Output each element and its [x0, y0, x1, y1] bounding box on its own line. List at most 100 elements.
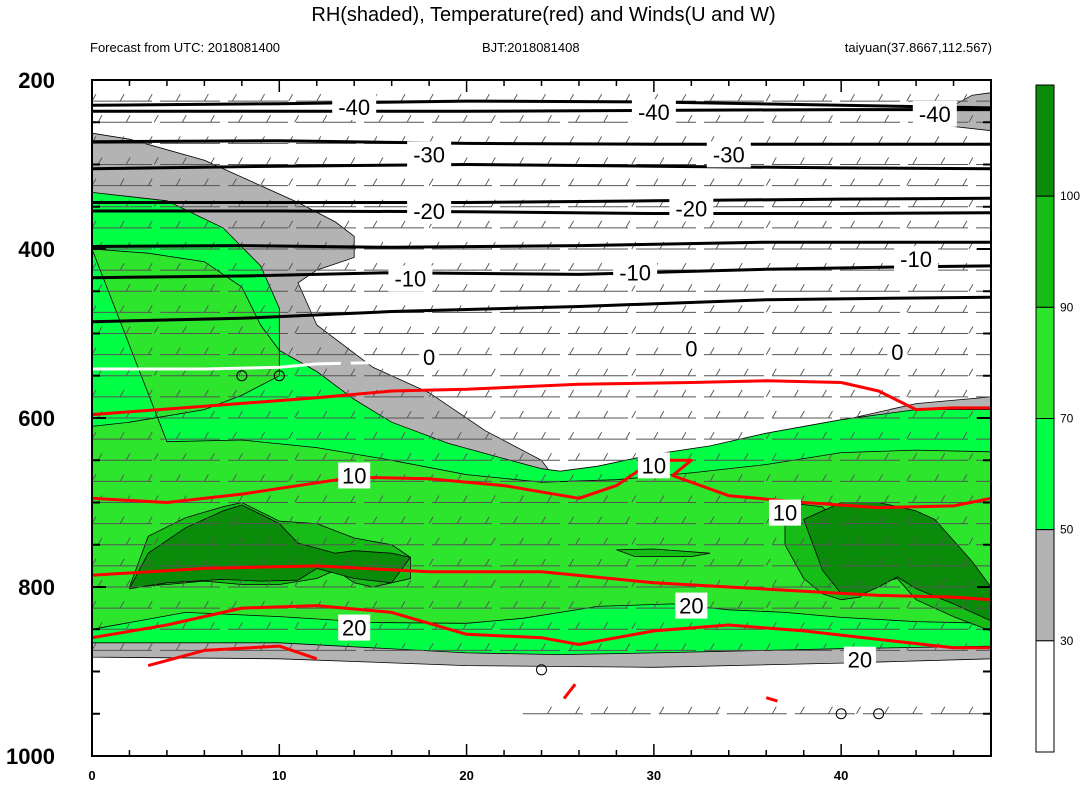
wind-barb [119, 558, 125, 567]
wind-barb [856, 410, 861, 419]
wind-barb [260, 220, 265, 229]
wind-barb [575, 368, 580, 376]
wind-barb [828, 706, 833, 714]
contour-label-14: 10 [642, 453, 666, 478]
wind-barb [850, 558, 855, 567]
wind-barb [484, 600, 490, 609]
wind-barb [822, 516, 827, 524]
wind-barb [765, 347, 771, 355]
colorbar-label-100: 100 [1060, 189, 1080, 203]
wind-barb [181, 622, 187, 630]
x-tick-label-10: 10 [272, 768, 286, 783]
contour-label-bg-8 [613, 259, 658, 286]
wind-barb [316, 389, 322, 398]
wind-barb [653, 220, 659, 229]
temperature-contour-12 [92, 564, 991, 602]
contour-label-bg-7 [388, 265, 433, 292]
wind-barb [962, 474, 968, 482]
wind-barb [659, 495, 665, 503]
wind-barb [631, 410, 637, 419]
wind-barb [147, 600, 153, 609]
wind-barb [799, 706, 805, 714]
wind-barb [968, 537, 974, 545]
wind-barb [209, 157, 215, 165]
wind-barb [513, 558, 518, 567]
wind-barb [350, 157, 356, 165]
wind-barb [294, 157, 300, 165]
wind-barb [434, 115, 440, 123]
wind-barb [765, 431, 771, 440]
wind-barb [743, 284, 749, 292]
wind-barb [828, 115, 833, 123]
wind-barb [125, 157, 131, 165]
wind-barb [715, 368, 721, 376]
wind-barb [316, 474, 322, 482]
wind-barb [828, 537, 833, 545]
wind-barb [597, 262, 603, 271]
wind-barb [456, 178, 462, 186]
contour-label-bg-3 [407, 141, 452, 168]
wind-barb [625, 558, 631, 567]
wind-barb [513, 516, 518, 524]
wind-barb [541, 93, 546, 102]
contour-label-7: -10 [394, 267, 426, 292]
wind-barb [934, 431, 940, 440]
wind-barb [266, 368, 271, 376]
wind-barb [181, 579, 187, 588]
wind-barb [934, 347, 940, 355]
x-tick-label-0: 0 [88, 768, 95, 783]
wind-barb [203, 305, 209, 313]
wind-barb [653, 136, 659, 144]
wind-barb [709, 389, 715, 398]
wind-barb [828, 410, 833, 419]
wind-barb [631, 706, 637, 714]
wind-barb [547, 368, 552, 376]
colorbar-label-70: 70 [1060, 412, 1074, 426]
contour-label-bg-10 [419, 344, 440, 371]
wind-barb [316, 262, 322, 271]
wind-barb [625, 643, 631, 651]
wind-barb [884, 579, 890, 588]
wind-barb [288, 305, 294, 313]
wind-barb [850, 136, 855, 144]
wind-barb [119, 643, 125, 651]
wind-barb [322, 284, 328, 292]
wind-barb [147, 262, 153, 271]
wind-barb [260, 93, 265, 102]
wind-barb [771, 537, 777, 545]
wind-barb [968, 326, 974, 334]
wind-barb [181, 453, 187, 461]
wind-barb [850, 516, 855, 524]
wind-barb [294, 622, 300, 630]
colorbar-box-2 [1035, 306, 1055, 420]
wind-barb [97, 157, 103, 165]
wind-barb [934, 389, 940, 398]
wind-barb [316, 178, 322, 186]
wind-barb [569, 516, 574, 524]
wind-barb [232, 516, 237, 524]
wind-barb [456, 347, 462, 355]
wind-barb [175, 431, 181, 440]
wind-barb [743, 453, 749, 461]
wind-barb [541, 347, 546, 355]
contour-label-bg-0 [332, 94, 377, 121]
wind-barb [288, 431, 294, 440]
wind-barb [203, 389, 209, 398]
wind-barb [569, 600, 574, 609]
wind-barb [631, 495, 637, 503]
wind-barb [968, 368, 974, 376]
temperature-contour-labels: -40 -40 -40 -30 -30 -20 -20 -10 -10 -10 0 0 0 10 10 10 2… [332, 94, 957, 673]
wind-barb [569, 93, 574, 102]
wind-barb [912, 537, 918, 545]
wind-barb [575, 284, 580, 292]
wind-barb [490, 495, 496, 503]
wind-barb [603, 706, 609, 714]
colorbar-label-50: 50 [1060, 523, 1074, 537]
wind-barb [547, 453, 552, 461]
wind-barb [906, 93, 912, 102]
wind-barb [653, 389, 659, 398]
wind-barb [709, 600, 715, 609]
wind-barb [631, 537, 637, 545]
wind-barb [344, 347, 350, 355]
wind-barb [737, 389, 743, 398]
